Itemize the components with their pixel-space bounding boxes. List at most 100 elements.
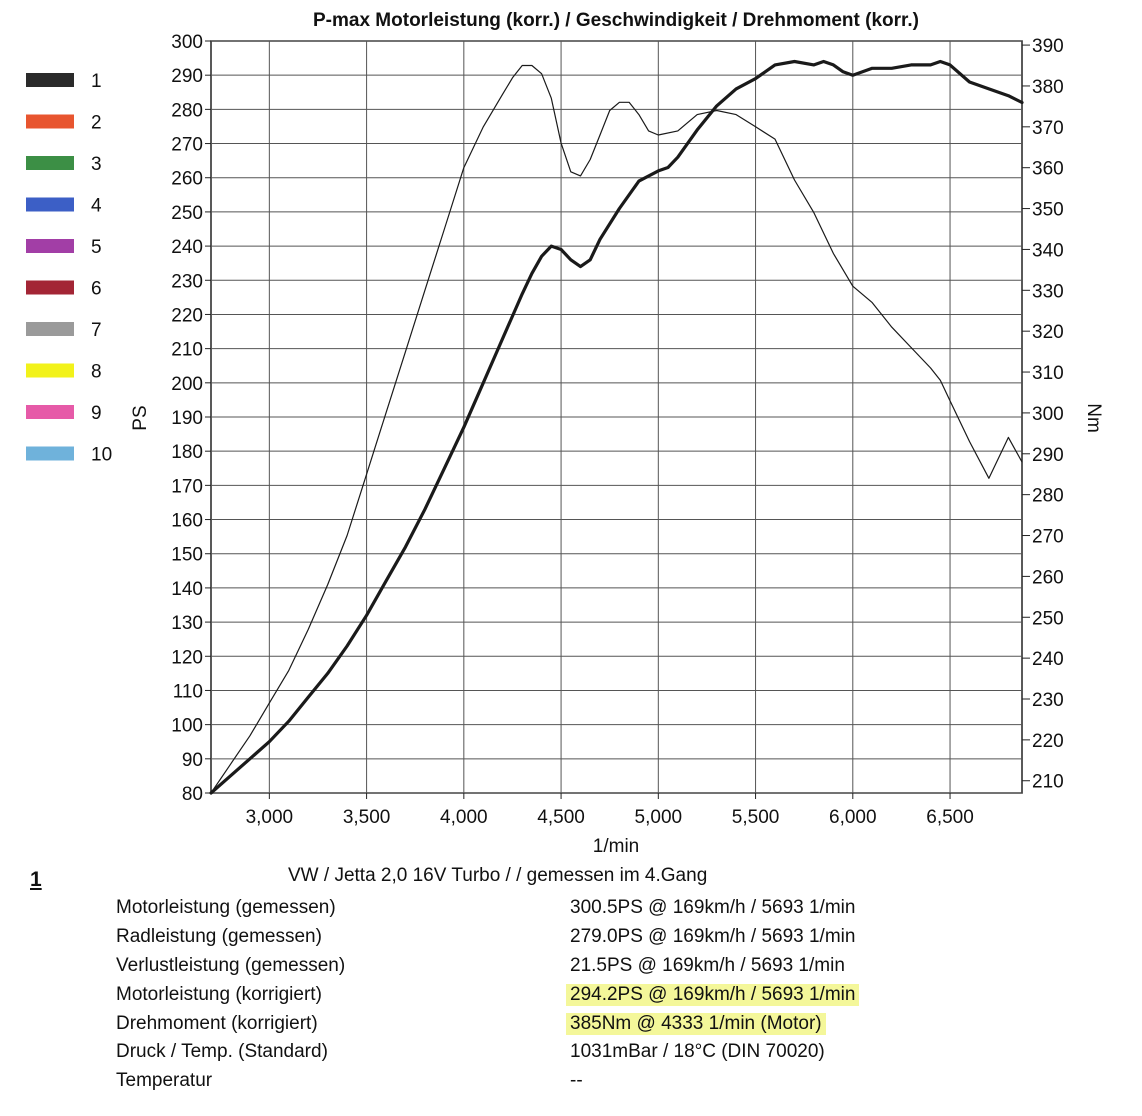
y2-tick-label: 230 [1032, 690, 1064, 711]
x-axis-label: 1/min [593, 836, 639, 857]
legend-swatch [26, 114, 74, 129]
y-tick-label: 110 [173, 681, 203, 702]
y-tick-label: 140 [171, 579, 203, 600]
result-row: Druck / Temp. (Standard) 1031mBar / 18°C … [116, 1038, 916, 1067]
x-tick-label: 4,000 [440, 807, 488, 828]
y2-tick-label: 360 [1032, 159, 1064, 180]
y2-tick-label: 250 [1032, 608, 1064, 629]
y-tick-label: 80 [182, 784, 203, 805]
y-axis-label-right: Nm [1083, 403, 1104, 433]
y2-tick-label: 370 [1032, 118, 1064, 139]
result-label: Temperatur [116, 1070, 213, 1092]
y2-tick-label: 320 [1032, 322, 1064, 343]
result-row: Motorleistung (korrigiert) 294.2PS @ 169k… [116, 980, 916, 1009]
legend-label: 5 [91, 237, 102, 258]
result-row: Verlustleistung (gemessen) 21.5PS @ 169km… [116, 952, 916, 981]
result-row: Drehmoment (korrigiert) 385Nm @ 4333 1/mi… [116, 1009, 916, 1038]
legend-swatch [26, 280, 74, 295]
legend-label: 9 [91, 403, 102, 424]
legend-label: 6 [91, 279, 102, 300]
y-tick-label: 260 [171, 169, 203, 190]
y-tick-label: 240 [171, 237, 203, 258]
legend-label: 7 [91, 320, 102, 341]
y-tick-label: 90 [182, 750, 203, 771]
result-label: Verlustleistung (gemessen) [116, 954, 346, 976]
result-value: 300.5PS @ 169km/h / 5693 1/min [570, 897, 856, 919]
y-tick-label: 280 [171, 100, 203, 121]
y-tick-label: 250 [171, 203, 203, 224]
vehicle-description: VW / Jetta 2,0 16V Turbo / / gemessen im… [288, 865, 708, 886]
x-tick-label: 4,500 [537, 807, 585, 828]
y-tick-label: 160 [171, 511, 203, 532]
results-table: Motorleistung (gemessen) 300.5PS @ 169km/… [116, 894, 916, 1096]
axis-ticks: 80 90 100 110 120 130 140 150 160 170 180 190 200 210… [171, 32, 1063, 828]
result-value: 279.0PS @ 169km/h / 5693 1/min [570, 926, 856, 948]
legend-swatch [26, 405, 74, 419]
result-label: Druck / Temp. (Standard) [116, 1041, 328, 1063]
y-tick-label: 180 [171, 442, 203, 463]
run-id: 1 [30, 868, 42, 891]
y2-tick-label: 270 [1032, 527, 1064, 548]
result-value: 385Nm @ 4333 1/min (Motor) [566, 1012, 826, 1035]
y2-tick-label: 280 [1032, 486, 1064, 507]
result-value: 294.2PS @ 169km/h / 5693 1/min [566, 983, 860, 1006]
legend-swatch [26, 239, 74, 253]
y2-tick-label: 340 [1032, 240, 1064, 261]
result-label: Radleistung (gemessen) [116, 926, 322, 948]
y-tick-label: 270 [171, 135, 203, 156]
y-tick-label: 290 [171, 66, 203, 87]
y-tick-label: 100 [171, 716, 203, 737]
legend-swatch [26, 156, 74, 170]
result-value: -- [570, 1070, 583, 1092]
legend-label: 1 [91, 71, 102, 92]
y2-tick-label: 310 [1032, 363, 1064, 384]
legend-swatch [26, 73, 74, 87]
power-line [209, 59, 1024, 795]
y-tick-label: 220 [171, 305, 203, 326]
y-tick-label: 150 [171, 545, 203, 566]
y-tick-label: 120 [171, 647, 203, 668]
chart-grid [210, 40, 1023, 794]
y-tick-label: 170 [171, 476, 203, 497]
result-row: Temperatur -- [116, 1067, 916, 1096]
y2-tick-label: 390 [1032, 36, 1064, 57]
result-value: 1031mBar / 18°C (DIN 70020) [570, 1041, 825, 1063]
y2-tick-label: 350 [1032, 200, 1064, 221]
legend-swatch [26, 363, 74, 378]
legend-label: 10 [91, 445, 112, 466]
legend-swatch [26, 197, 74, 212]
legend-label: 4 [91, 196, 102, 217]
y2-tick-label: 290 [1032, 445, 1064, 466]
x-tick-label: 3,000 [246, 807, 294, 828]
x-tick-label: 6,000 [829, 807, 877, 828]
y-axis-label-left: PS [130, 405, 151, 430]
result-row: Motorleistung (gemessen) 300.5PS @ 169km/… [116, 894, 916, 923]
legend-label: 8 [91, 362, 102, 383]
y-tick-label: 210 [171, 340, 203, 361]
x-tick-label: 5,500 [732, 807, 780, 828]
x-tick-label: 6,500 [926, 807, 974, 828]
legend-label: 3 [91, 154, 102, 175]
y-tick-label: 200 [171, 374, 203, 395]
y2-tick-label: 210 [1032, 772, 1064, 793]
y-tick-label: 300 [171, 32, 203, 53]
result-row: Radleistung (gemessen) 279.0PS @ 169km/h … [116, 923, 916, 952]
legend-label: 2 [91, 113, 102, 134]
y2-tick-label: 330 [1032, 281, 1064, 302]
y2-tick-label: 260 [1032, 567, 1064, 588]
dyno-chart: P-max Motorleistung (korr.) / Geschwindi… [26, 10, 1104, 857]
x-tick-label: 5,000 [635, 807, 683, 828]
chart-lines [209, 59, 1024, 795]
legend-swatch [26, 446, 74, 461]
legend-swatch [26, 322, 74, 336]
y-tick-label: 190 [171, 408, 203, 429]
result-value: 21.5PS @ 169km/h / 5693 1/min [570, 954, 845, 976]
y2-tick-label: 300 [1032, 404, 1064, 425]
y2-tick-label: 380 [1032, 77, 1064, 98]
chart-title: P-max Motorleistung (korr.) / Geschwindi… [313, 10, 919, 31]
y2-tick-label: 220 [1032, 731, 1064, 752]
y-tick-label: 130 [171, 613, 203, 634]
result-label: Drehmoment (korrigiert) [116, 1012, 318, 1034]
x-tick-label: 3,500 [343, 807, 391, 828]
legend: 1 2 3 4 5 6 7 8 9 10 [26, 71, 112, 466]
